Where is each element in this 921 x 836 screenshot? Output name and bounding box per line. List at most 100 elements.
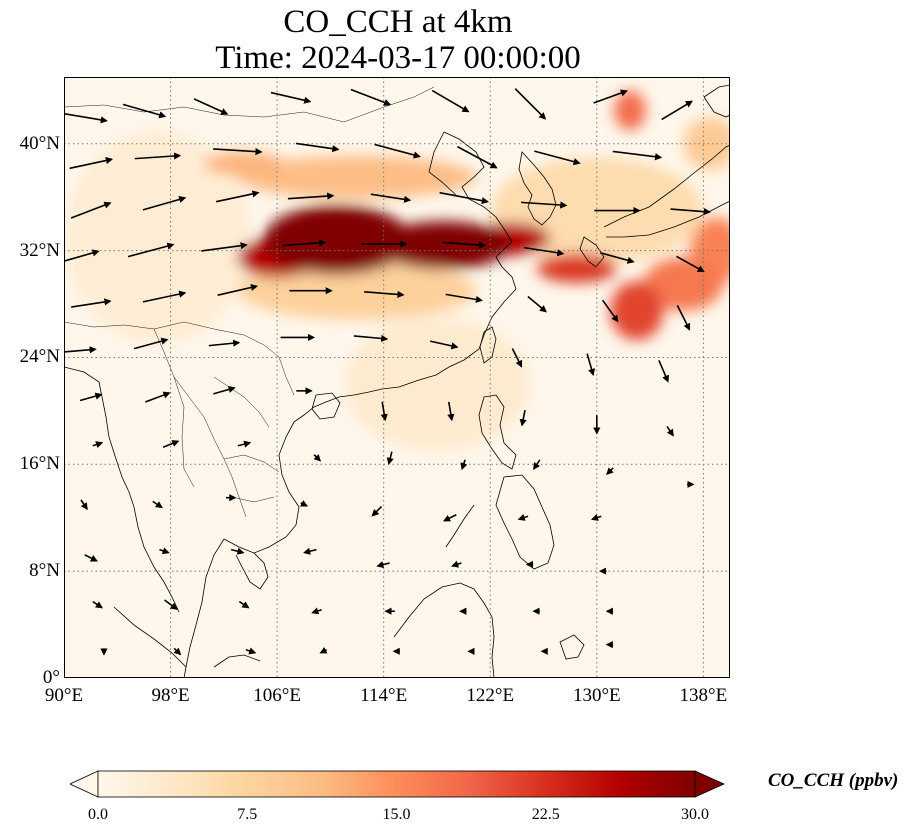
wind-arrow xyxy=(520,201,568,209)
china-coastline xyxy=(293,131,517,423)
border-south-china xyxy=(64,321,295,396)
co-plume xyxy=(377,221,511,270)
wind-arrow xyxy=(164,599,178,610)
co-plume xyxy=(263,205,411,275)
wind-arrow xyxy=(142,290,187,303)
wind-arrow xyxy=(374,143,421,159)
wind-arrow xyxy=(71,298,112,308)
wind-arrow xyxy=(208,339,241,347)
colorbar-tick-label: 0.0 xyxy=(88,806,108,823)
wind-arrow xyxy=(245,647,257,655)
colorbar-tick-label: 15.0 xyxy=(382,806,411,823)
wind-arrow xyxy=(527,295,547,313)
wind-arrow xyxy=(92,441,104,449)
wind-arrow xyxy=(295,142,340,153)
lon-tick-label: 98°E xyxy=(151,685,190,706)
lat-tick-label: 16°N xyxy=(19,453,60,475)
wind-arrow xyxy=(380,401,388,422)
wind-arrow xyxy=(70,201,112,219)
wind-arrow xyxy=(658,360,669,383)
wind-arrow xyxy=(370,193,412,203)
wind-arrow xyxy=(127,242,175,258)
wind-arrow xyxy=(514,88,547,120)
wind-arrow xyxy=(64,249,100,262)
wind-arrow xyxy=(431,89,470,113)
wind-arrow xyxy=(193,98,229,115)
wind-arrow xyxy=(299,500,309,507)
wind-arrow xyxy=(590,513,602,521)
bohai-coast xyxy=(428,131,457,196)
co-plume xyxy=(536,253,617,283)
wind-arrow xyxy=(64,346,97,354)
lat-tick-label: 0° xyxy=(42,667,60,688)
colorbar xyxy=(70,770,725,798)
co-plume xyxy=(683,117,730,171)
wind-arrow xyxy=(173,647,182,656)
border-indochina-inner xyxy=(223,454,280,503)
co-plume xyxy=(614,90,647,131)
co-plume xyxy=(237,155,477,199)
colorbar-gradient xyxy=(97,770,696,798)
map-frame xyxy=(64,77,730,678)
wind-arrow xyxy=(661,100,693,121)
wind-arrow xyxy=(586,353,596,377)
co-plume xyxy=(610,281,664,341)
colorbar-min-extension xyxy=(70,770,99,798)
co-plume xyxy=(237,261,477,321)
wind-arrow xyxy=(303,547,317,555)
philippines-south xyxy=(495,474,555,570)
wind-arrow xyxy=(612,150,663,161)
wind-arrow xyxy=(442,241,487,249)
lat-tick-label: 40°N xyxy=(19,132,60,154)
colorbar-label: CO_CCH (ppbv) xyxy=(768,770,899,791)
coastlines xyxy=(64,84,730,678)
wind-arrow xyxy=(601,299,619,323)
wind-arrow xyxy=(142,195,187,211)
wind-arrow xyxy=(386,451,394,466)
wind-arrow xyxy=(447,401,455,422)
wind-arrow xyxy=(517,513,529,521)
wind-arrow xyxy=(159,547,170,555)
wind-arrow xyxy=(442,514,457,522)
wind-arrow xyxy=(152,500,163,509)
wind-arrow xyxy=(534,150,581,166)
wind-arrow xyxy=(69,156,114,170)
wind-arrow xyxy=(445,293,484,303)
japan-honshu xyxy=(603,144,730,238)
co-plume xyxy=(203,151,284,176)
wind-arrow xyxy=(593,89,628,104)
wind-arrow xyxy=(144,391,171,403)
lat-tick-label: 8°N xyxy=(29,560,60,582)
wind-arrow xyxy=(230,547,245,555)
korea-peninsula xyxy=(518,151,557,226)
wind-arrow xyxy=(523,246,565,257)
lon-tick-label: 122°E xyxy=(466,685,515,706)
country-borders xyxy=(64,86,435,518)
wind-arrow xyxy=(238,600,250,609)
wind-arrow xyxy=(439,191,490,205)
wind-arrow xyxy=(460,459,468,471)
wind-arrow xyxy=(122,103,167,119)
japan-hokkaido xyxy=(703,84,730,118)
graticule xyxy=(64,77,730,678)
hainan-island xyxy=(311,392,341,420)
wind-arrow xyxy=(666,425,674,437)
wind-arrow xyxy=(600,252,635,264)
wind-arrow xyxy=(353,334,389,342)
wind-vectors xyxy=(64,88,711,656)
wind-arrow xyxy=(237,440,252,448)
lon-tick-label: 90°E xyxy=(44,685,84,706)
colorbar-tick-label: 7.5 xyxy=(237,806,258,823)
wind-arrow xyxy=(457,145,498,169)
wind-arrow xyxy=(364,290,405,299)
lon-tick-label: 138°E xyxy=(679,685,728,706)
sumatra-malay-coast xyxy=(113,606,261,668)
colorbar-max-extension xyxy=(694,770,725,798)
wind-arrow xyxy=(676,305,691,331)
gulf-of-thailand xyxy=(235,552,269,590)
wind-arrow xyxy=(64,112,108,124)
wind-arrow xyxy=(84,554,98,562)
co-plume xyxy=(64,130,251,345)
wind-arrow xyxy=(606,467,614,476)
colorbar-tick-label: 30.0 xyxy=(681,806,709,823)
